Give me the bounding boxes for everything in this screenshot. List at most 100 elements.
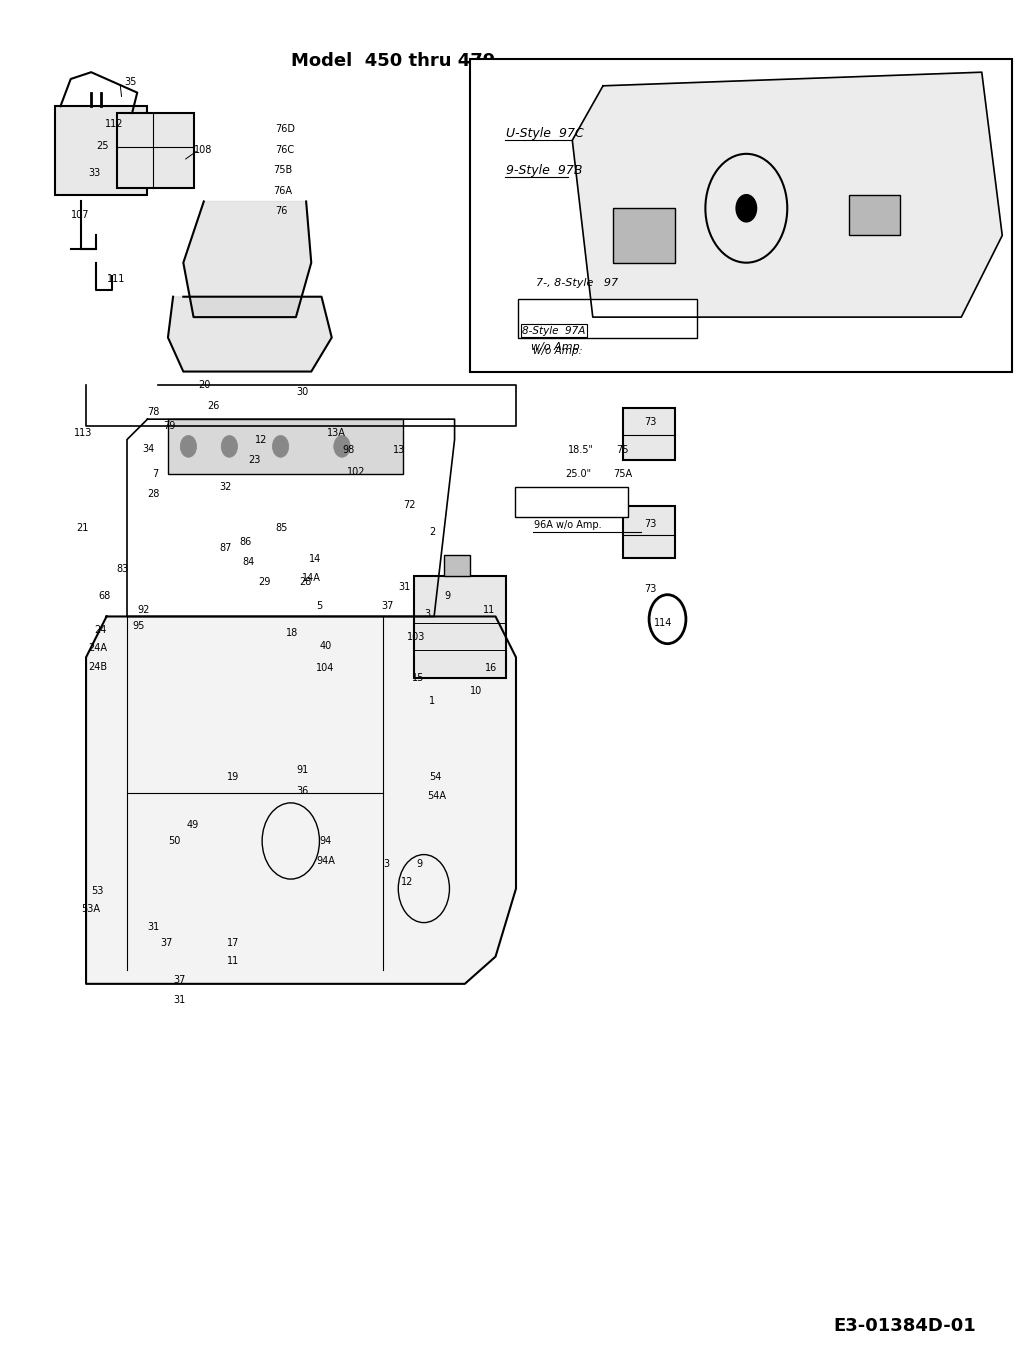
Bar bbox=[117, 114, 194, 188]
Text: 94: 94 bbox=[320, 836, 331, 846]
Text: 10: 10 bbox=[470, 686, 482, 697]
Text: 96A w/o Amp.: 96A w/o Amp. bbox=[535, 520, 602, 530]
Bar bbox=[848, 194, 900, 235]
Text: 24A: 24A bbox=[88, 643, 107, 653]
Text: 25: 25 bbox=[96, 141, 108, 151]
Text: 18: 18 bbox=[286, 628, 298, 638]
Text: 24B: 24B bbox=[88, 661, 107, 672]
Text: 75A: 75A bbox=[613, 468, 633, 479]
Text: 104: 104 bbox=[317, 663, 334, 674]
Text: 32: 32 bbox=[219, 482, 231, 493]
Text: 11: 11 bbox=[483, 605, 495, 615]
Text: 21: 21 bbox=[75, 523, 88, 533]
Text: 7: 7 bbox=[153, 468, 159, 479]
Text: 36: 36 bbox=[296, 786, 309, 795]
Text: 102: 102 bbox=[347, 467, 365, 478]
Text: 3: 3 bbox=[383, 860, 389, 869]
Text: 112: 112 bbox=[104, 119, 123, 129]
Text: 37: 37 bbox=[173, 975, 186, 984]
Text: 113: 113 bbox=[73, 427, 92, 438]
Text: 73: 73 bbox=[644, 418, 656, 427]
Text: 94A: 94A bbox=[317, 857, 335, 867]
Text: 15: 15 bbox=[412, 672, 424, 683]
Text: 75B: 75B bbox=[273, 166, 293, 175]
Bar bbox=[515, 487, 627, 517]
Text: 2: 2 bbox=[429, 527, 436, 537]
Text: E3-01384D-01: E3-01384D-01 bbox=[834, 1317, 976, 1335]
Text: 14: 14 bbox=[310, 554, 322, 564]
Text: 76: 76 bbox=[276, 205, 288, 216]
Bar bbox=[518, 300, 698, 338]
Text: w/Amp.: w/Amp. bbox=[544, 496, 583, 505]
Text: 9: 9 bbox=[445, 591, 451, 601]
Text: 7-, 8-Style   97: 7-, 8-Style 97 bbox=[537, 278, 618, 287]
Circle shape bbox=[181, 435, 197, 457]
Text: 12: 12 bbox=[255, 434, 267, 445]
Bar bbox=[56, 107, 148, 194]
Bar bbox=[613, 208, 675, 263]
Bar bbox=[445, 556, 470, 575]
Text: 8-Style  97A: 8-Style 97A bbox=[522, 326, 585, 335]
Text: 96: 96 bbox=[573, 496, 584, 505]
Text: 53: 53 bbox=[91, 886, 103, 897]
Bar bbox=[470, 59, 1012, 371]
Text: 33: 33 bbox=[88, 168, 100, 178]
Text: 50: 50 bbox=[168, 836, 181, 846]
Text: 28: 28 bbox=[299, 578, 312, 587]
Text: 31: 31 bbox=[398, 582, 411, 591]
Text: 13A: 13A bbox=[326, 427, 346, 438]
Text: 14A: 14A bbox=[302, 574, 321, 583]
Text: 37: 37 bbox=[381, 601, 393, 611]
Text: 31: 31 bbox=[148, 921, 160, 932]
Circle shape bbox=[272, 435, 289, 457]
Text: 107: 107 bbox=[71, 209, 89, 220]
Text: 114: 114 bbox=[654, 619, 673, 628]
Text: 91: 91 bbox=[296, 765, 309, 775]
Text: 29: 29 bbox=[258, 578, 270, 587]
Circle shape bbox=[736, 194, 756, 222]
Text: 24: 24 bbox=[94, 626, 106, 635]
Text: w/o Amp.: w/o Amp. bbox=[531, 342, 584, 352]
Text: 87: 87 bbox=[219, 543, 231, 553]
Text: 54: 54 bbox=[429, 772, 442, 782]
Text: 28: 28 bbox=[148, 489, 160, 500]
Text: 76A: 76A bbox=[273, 186, 292, 196]
Text: 35: 35 bbox=[124, 77, 136, 86]
Text: 26: 26 bbox=[206, 401, 219, 411]
Text: 40: 40 bbox=[320, 642, 331, 652]
Text: 111: 111 bbox=[106, 274, 125, 283]
Text: 9-Style  97B: 9-Style 97B bbox=[506, 164, 582, 177]
Text: 1: 1 bbox=[429, 695, 436, 706]
Text: w/o Amp.: w/o Amp. bbox=[534, 346, 582, 356]
Text: 16: 16 bbox=[485, 663, 497, 674]
Text: 86: 86 bbox=[239, 537, 252, 546]
Bar bbox=[168, 419, 404, 474]
Text: 25.0": 25.0" bbox=[566, 468, 591, 479]
Text: w/Amp.: w/Amp. bbox=[544, 496, 580, 505]
Text: 54A: 54A bbox=[427, 791, 446, 801]
Text: 92: 92 bbox=[137, 605, 150, 615]
Polygon shape bbox=[168, 297, 331, 371]
Text: 23: 23 bbox=[248, 455, 260, 465]
Text: 20: 20 bbox=[199, 381, 211, 390]
Text: 79: 79 bbox=[163, 422, 175, 431]
Circle shape bbox=[333, 435, 350, 457]
Text: 84: 84 bbox=[243, 557, 255, 567]
Text: 9: 9 bbox=[417, 860, 423, 869]
Text: 11: 11 bbox=[227, 956, 239, 965]
Bar bbox=[623, 408, 675, 460]
Circle shape bbox=[221, 435, 237, 457]
Text: 83: 83 bbox=[117, 564, 129, 574]
Text: 19: 19 bbox=[227, 772, 239, 782]
Polygon shape bbox=[86, 616, 516, 984]
Text: 85: 85 bbox=[276, 523, 288, 533]
Text: Model  450 thru 479: Model 450 thru 479 bbox=[291, 52, 495, 70]
Text: 78: 78 bbox=[148, 408, 160, 418]
Text: 73: 73 bbox=[644, 585, 656, 594]
Bar bbox=[623, 507, 675, 559]
Text: 8-Style   97A: 8-Style 97A bbox=[531, 315, 603, 324]
Text: 72: 72 bbox=[404, 500, 416, 509]
Text: 73: 73 bbox=[644, 519, 656, 528]
Text: 49: 49 bbox=[187, 820, 198, 830]
Polygon shape bbox=[184, 201, 312, 318]
